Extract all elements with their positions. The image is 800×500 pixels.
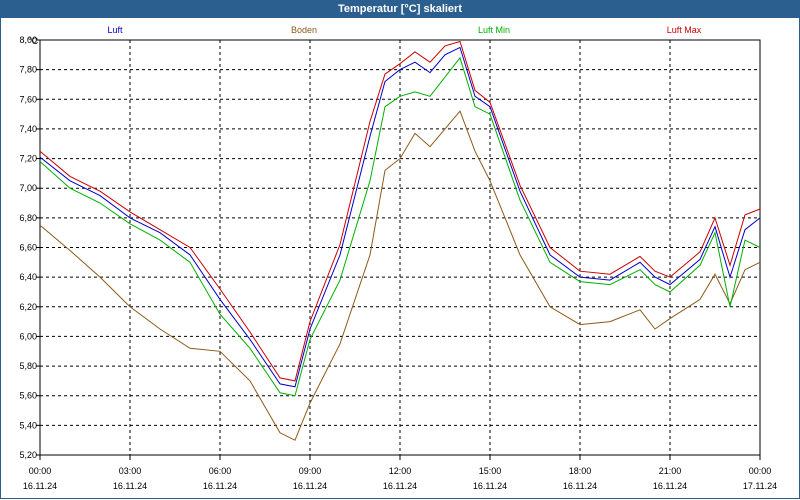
y-tick-label: 5,80 — [19, 361, 37, 371]
x-tick-label-date: 16.11.24 — [23, 481, 57, 491]
series-line-luft-min — [39, 56, 761, 397]
x-tick-label-date: 16.11.24 — [653, 481, 687, 491]
x-tick-label-time: 18:00 — [569, 466, 592, 476]
x-tick-label-time: 09:00 — [299, 466, 322, 476]
x-tick-label-time: 06:00 — [209, 466, 232, 476]
x-tick-label-date: 16.11.24 — [113, 481, 147, 491]
y-tick-label: 6,00 — [19, 331, 37, 341]
y-axis-label: °C — [28, 36, 39, 46]
chart-frame: 8,00 7,80 7,60 7,40 7,20 7,00 6,80 6,60 6,40 6,20… — [0, 18, 800, 499]
y-tick-label: 5,20 — [19, 450, 37, 460]
legend-entry: Boden — [291, 25, 317, 35]
window-title-bar: Temperatur [°C] skaliert — [0, 0, 800, 18]
x-tick-label-date: 16.11.24 — [563, 481, 597, 491]
window-title: Temperatur [°C] skaliert — [337, 3, 462, 15]
x-tick-label-date: 17.11.24 — [743, 481, 777, 491]
y-tick-label: 8,00 — [19, 35, 37, 45]
y-tick-label: 6,80 — [19, 213, 37, 223]
x-tick-label-date: 16.11.24 — [473, 481, 507, 491]
y-tick-label: 6,60 — [19, 243, 37, 253]
legend-entry: Luft — [107, 25, 123, 35]
series-line-boden — [39, 110, 761, 441]
legend-entry: Luft Max — [667, 25, 702, 35]
x-tick-label-time: 00:00 — [29, 466, 52, 476]
y-tick-label: 7,60 — [19, 94, 37, 104]
series-line-luft — [39, 46, 761, 388]
x-tick-label-date: 16.11.24 — [383, 481, 417, 491]
x-tick-label-time: 00:00 — [749, 466, 772, 476]
x-tick-label-date: 16.11.24 — [293, 481, 327, 491]
x-tick-label-time: 12:00 — [389, 466, 412, 476]
series-line-luft-max — [39, 40, 761, 382]
temperature-chart: 8,00 7,80 7,60 7,40 7,20 7,00 6,80 6,60 6,40 6,20… — [19, 25, 777, 491]
y-tick-label: 5,60 — [19, 391, 37, 401]
y-tick-label: 6,40 — [19, 272, 37, 282]
y-tick-label: 7,00 — [19, 183, 37, 193]
y-tick-label: 7,20 — [19, 154, 37, 164]
y-tick-label: 7,80 — [19, 65, 37, 75]
x-tick-label-time: 15:00 — [479, 466, 502, 476]
x-tick-label-time: 21:00 — [659, 466, 682, 476]
legend-entry: Luft Min — [478, 25, 510, 35]
y-tick-label: 6,20 — [19, 302, 37, 312]
y-tick-label: 5,40 — [19, 420, 37, 430]
y-tick-label: 7,40 — [19, 124, 37, 134]
x-tick-label-time: 03:00 — [119, 466, 142, 476]
x-tick-label-date: 16.11.24 — [203, 481, 237, 491]
